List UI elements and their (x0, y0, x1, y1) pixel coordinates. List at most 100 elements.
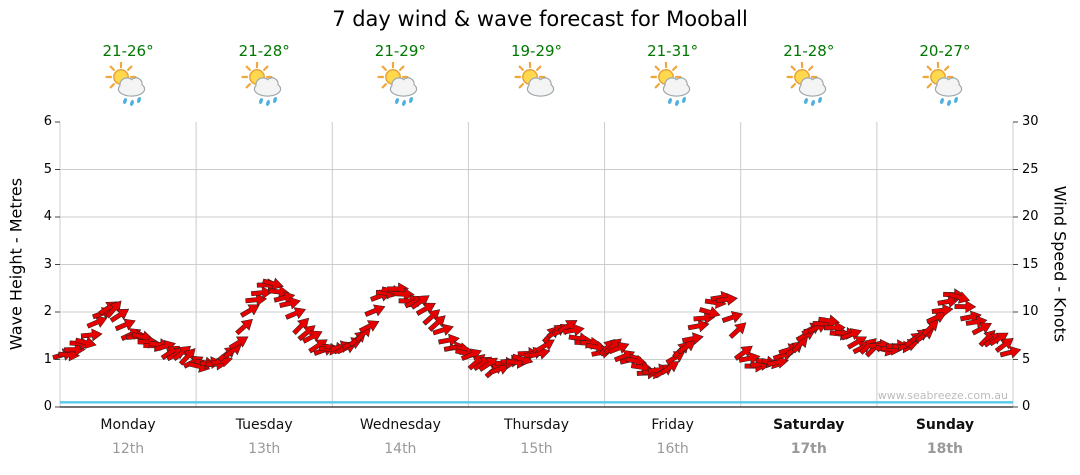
right-axis-tick-label: 15 (1022, 256, 1039, 272)
weather-icon-art (513, 61, 554, 97)
wind-arrow (410, 295, 430, 310)
day-label: Friday (651, 417, 694, 433)
temperature-range: 21-29° (374, 42, 426, 60)
wind-arrow (364, 304, 386, 317)
day-label: Thursday (503, 417, 570, 433)
weather-icon-art (377, 61, 418, 107)
weather-icon (785, 61, 833, 110)
wind-arrow (74, 336, 97, 349)
wind-arrow (676, 339, 697, 355)
wind-arrow (63, 343, 86, 357)
wind-arrow (302, 330, 323, 344)
wind-arrow (728, 322, 747, 339)
wind-arrow (931, 303, 954, 317)
day-label: Wednesday (359, 417, 441, 433)
cloud (255, 78, 281, 96)
wind-arrow (562, 323, 585, 337)
wind-arrow (460, 348, 482, 361)
wind-arrow (681, 332, 704, 345)
date-label: 17th (790, 441, 827, 457)
wind-arrow (954, 300, 977, 314)
left-axis-tick-label: 2 (43, 304, 52, 319)
day-label: Monday (100, 417, 156, 433)
wind-arrow (489, 362, 511, 375)
wind-arrow (921, 319, 939, 337)
temperature-range: 21-28° (783, 42, 835, 60)
rain-drops (395, 96, 414, 107)
wind-arrow (534, 339, 555, 354)
cloud (391, 78, 417, 96)
weather-icon (649, 61, 697, 110)
wind-arrow (994, 337, 1014, 353)
date-label: 12th (111, 441, 145, 457)
wind-arrow (687, 319, 710, 333)
date-label: 15th (520, 441, 553, 457)
wind-arrow (659, 361, 680, 376)
weather-icon (104, 61, 152, 110)
cloud (935, 78, 961, 96)
wind-arrow (245, 293, 268, 307)
right-axis-tick-label: 0 (1022, 399, 1031, 414)
right-axis-tick-label: 20 (1022, 209, 1039, 224)
left-axis-tick-label: 6 (43, 114, 52, 129)
left-axis-tick-label: 5 (43, 161, 52, 177)
cloud (799, 78, 825, 96)
weather-icon-art (922, 61, 963, 107)
temperature-range: 20-27° (919, 42, 971, 60)
wind-arrow (721, 311, 744, 324)
wind-arrow (608, 341, 630, 355)
right-axis-tick-label: 30 (1022, 114, 1039, 129)
wind-arrow (988, 332, 1009, 347)
wind-arrow (239, 304, 260, 318)
wind-arrow (392, 287, 415, 301)
date-label: 14th (384, 441, 417, 457)
weather-icon-art (650, 61, 690, 107)
cloud (119, 78, 145, 96)
wind-arrow (937, 295, 960, 308)
wind-arrow (733, 345, 753, 361)
rain-drops (123, 96, 142, 107)
temperature-range: 21-31° (647, 42, 699, 60)
weather-icon (376, 61, 424, 110)
wind-arrow (693, 311, 716, 325)
wind-arrow (279, 296, 301, 310)
cloud (663, 78, 689, 96)
day-label: Sunday (915, 417, 975, 433)
date-label: 16th (656, 441, 689, 457)
rain-drops (939, 96, 958, 107)
date-label: 18th (926, 441, 963, 457)
wind-arrow (250, 286, 273, 300)
weather-icon-art (105, 61, 146, 107)
wind-arrow (58, 348, 80, 362)
wind-arrow (427, 315, 446, 332)
wind-arrow (235, 318, 253, 336)
wind-arrow (86, 316, 108, 329)
right-axis-tick-label: 25 (1022, 161, 1039, 177)
weather-icon (921, 61, 969, 110)
wind-arrow (948, 291, 971, 304)
wind-arrow (80, 328, 103, 342)
wind-arrow (262, 277, 284, 291)
wind-arrow (716, 293, 738, 306)
temperature-range: 21-26° (102, 42, 154, 60)
day-label: Saturday (773, 417, 845, 433)
wind-arrow (284, 307, 306, 320)
temperature-range: 19-29° (510, 42, 563, 60)
wind-arrow (698, 306, 721, 319)
left-axis-tick-label: 1 (43, 351, 52, 367)
wind-arrow (358, 320, 380, 334)
wind-arrow (926, 311, 947, 325)
wind-arrow (114, 318, 136, 332)
wind-arrow (432, 323, 454, 336)
wind-arrow (971, 322, 992, 336)
left-axis-tick-label: 0 (43, 399, 52, 414)
left-axis-tick-label: 3 (43, 256, 52, 272)
watermark: www.seabreeze.com.au (877, 389, 1008, 402)
wind-arrow (292, 317, 310, 335)
weather-icon (240, 61, 288, 110)
weather-icon-art (786, 61, 826, 107)
rain-drops (259, 96, 278, 107)
left-axis-tick-label: 4 (43, 209, 52, 224)
wind-arrow (105, 300, 122, 319)
